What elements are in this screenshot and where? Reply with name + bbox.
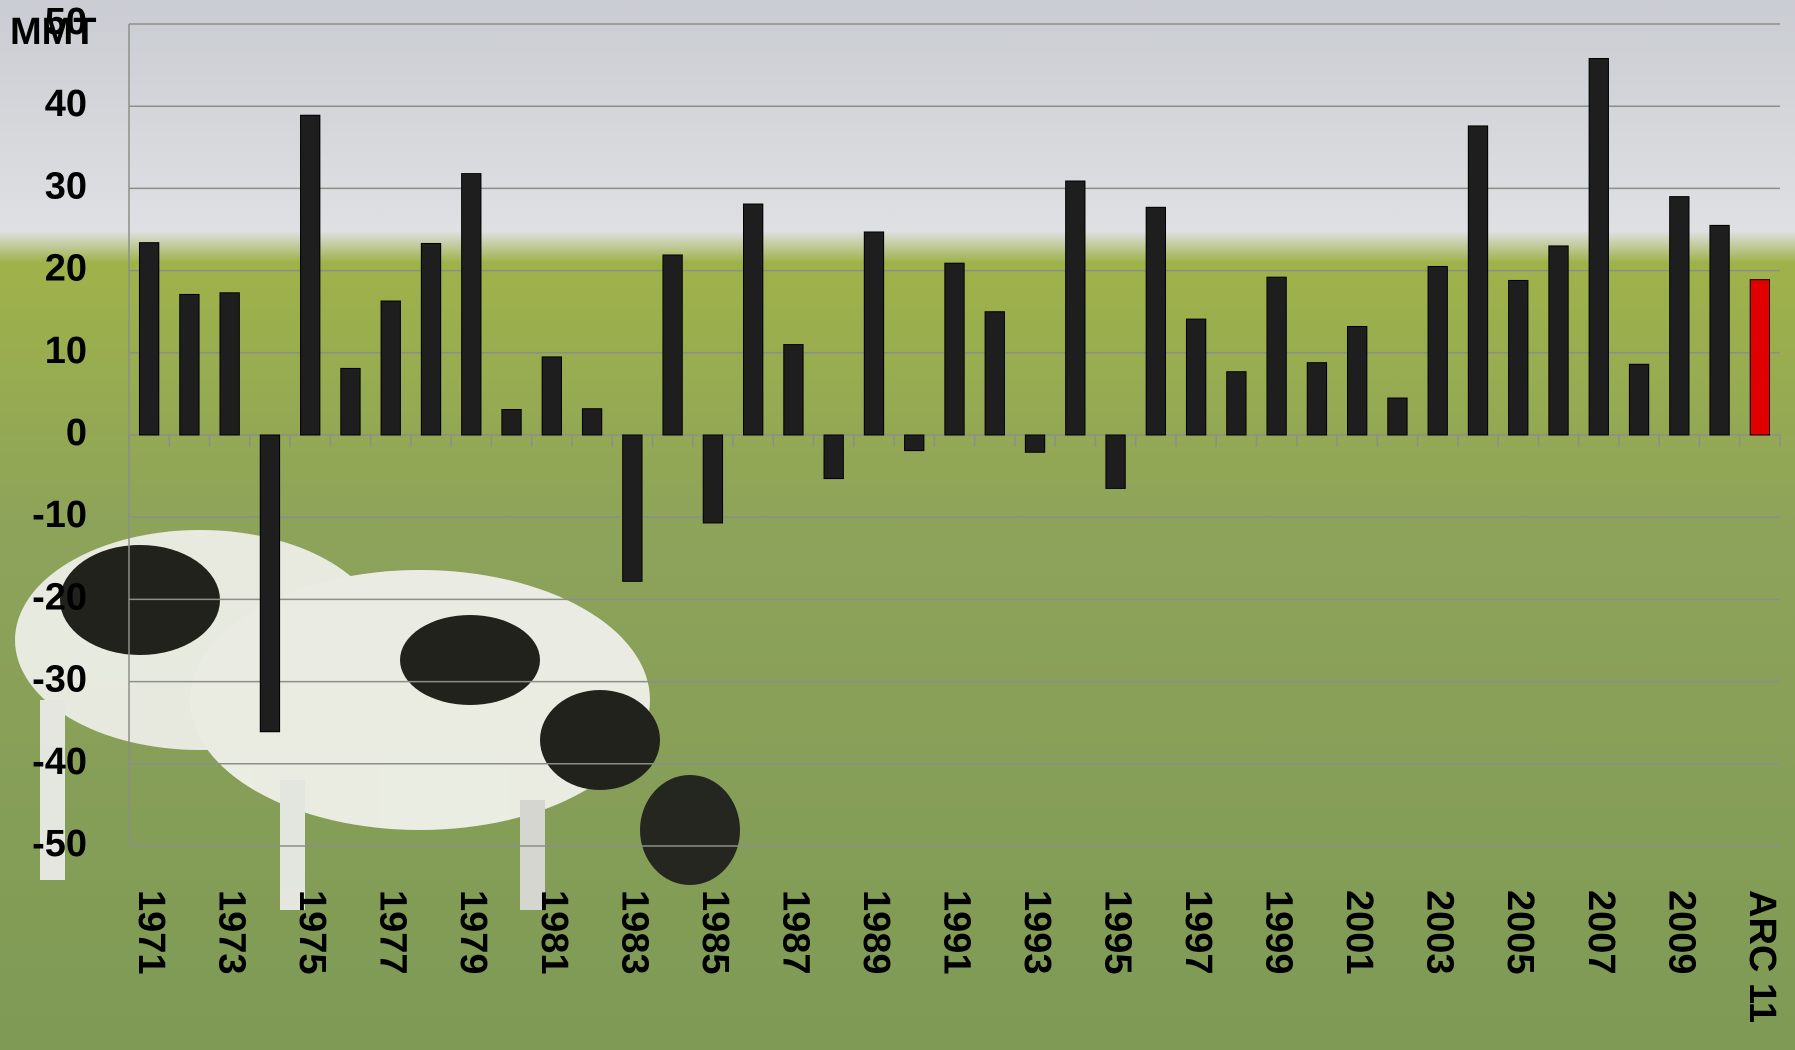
- y-tick-label: 40: [45, 83, 87, 125]
- x-tick-label: 1981: [533, 890, 575, 975]
- y-tick-label: 30: [45, 165, 87, 207]
- bar: [1387, 397, 1408, 436]
- bar: [1065, 180, 1086, 436]
- bar: [1105, 434, 1126, 489]
- y-tick-label: 20: [45, 248, 87, 290]
- y-tick-label: 50: [45, 1, 87, 43]
- bar: [1266, 276, 1287, 436]
- bar: [300, 114, 321, 436]
- bar: [541, 356, 562, 436]
- x-tick-label: 1989: [855, 890, 897, 975]
- bar: [1306, 362, 1328, 436]
- x-tick-label: 2005: [1499, 890, 1541, 975]
- y-axis-label: MMT: [10, 11, 97, 53]
- y-tick-label: 10: [45, 330, 87, 372]
- bar: [783, 344, 804, 436]
- x-tick-label: 2009: [1660, 890, 1702, 975]
- x-tick-label: 1987: [774, 890, 816, 975]
- bar: [823, 434, 844, 480]
- bar: [219, 292, 240, 436]
- y-tick-label: -30: [32, 659, 87, 701]
- bar: [1347, 325, 1368, 436]
- bar: [1185, 318, 1207, 436]
- x-tick-label: 2001: [1338, 890, 1380, 975]
- bar: [501, 409, 522, 436]
- bar: [179, 293, 200, 436]
- x-tick-label: 1995: [1097, 890, 1139, 975]
- x-tick-label: 2007: [1580, 890, 1622, 975]
- bar: [340, 367, 361, 436]
- y-tick-label: 0: [66, 412, 87, 454]
- cows-illustration: [15, 530, 740, 910]
- x-tick-label: 1991: [935, 890, 977, 975]
- bar: [420, 242, 442, 436]
- y-tick-label: -40: [32, 741, 87, 783]
- bar: [662, 254, 683, 436]
- bar: [1548, 245, 1569, 436]
- y-tick-label: -10: [32, 494, 87, 536]
- bar: [1628, 363, 1650, 436]
- x-tick-label: 1971: [130, 890, 172, 975]
- bar: [904, 434, 925, 452]
- bar: [742, 203, 764, 436]
- bar: [1669, 196, 1690, 436]
- bar: [702, 434, 724, 524]
- x-tick-label: 1985: [694, 890, 736, 975]
- y-tick-label: -20: [32, 576, 87, 618]
- x-tick-label: 1993: [1016, 890, 1058, 975]
- x-tick-label: 1983: [613, 890, 655, 975]
- bar: [984, 311, 1005, 436]
- bar: [944, 262, 965, 436]
- bar: [1145, 206, 1167, 436]
- x-tick-label: 2003: [1419, 890, 1461, 975]
- x-tick-label: 1977: [372, 890, 414, 975]
- x-tick-label: 1997: [1177, 890, 1219, 975]
- bar: [863, 231, 885, 436]
- x-tick-label: 1973: [211, 890, 253, 975]
- bar: [1226, 371, 1247, 436]
- bar: [622, 434, 643, 582]
- x-tick-label: 1999: [1258, 890, 1300, 975]
- bar: [1709, 224, 1730, 436]
- bar: [1508, 279, 1529, 436]
- bar: [1467, 125, 1489, 436]
- bar: [581, 408, 603, 436]
- y-tick-label: -50: [32, 823, 87, 865]
- bar: [380, 300, 401, 436]
- bar: [1427, 265, 1448, 436]
- bar: [1749, 279, 1771, 436]
- bar: [461, 173, 482, 436]
- bar: [259, 434, 281, 733]
- x-tick-label: 1975: [291, 890, 333, 975]
- bar: [1588, 58, 1609, 436]
- x-tick-label: ARC 11: [1741, 890, 1783, 1023]
- x-tick-label: 1979: [452, 890, 494, 975]
- bar: [138, 242, 160, 436]
- bar: [1024, 434, 1046, 453]
